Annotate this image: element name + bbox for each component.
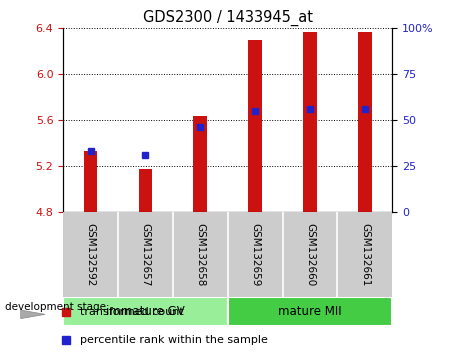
Bar — [303, 32, 317, 212]
Bar — [358, 32, 372, 212]
Text: immature GV: immature GV — [106, 305, 185, 318]
Text: transformed count: transformed count — [80, 307, 184, 316]
Text: GSM132661: GSM132661 — [360, 223, 370, 287]
Polygon shape — [21, 310, 45, 319]
Bar — [228, 297, 392, 326]
Bar — [63, 297, 228, 326]
Text: GSM132660: GSM132660 — [305, 223, 315, 286]
Text: GSM132592: GSM132592 — [86, 223, 96, 287]
Bar — [249, 40, 262, 212]
Bar — [193, 116, 207, 212]
Text: GSM132659: GSM132659 — [250, 223, 260, 287]
Bar — [138, 169, 152, 212]
Bar — [84, 152, 97, 212]
Text: percentile rank within the sample: percentile rank within the sample — [80, 335, 267, 345]
Title: GDS2300 / 1433945_at: GDS2300 / 1433945_at — [143, 9, 313, 25]
Text: GSM132657: GSM132657 — [140, 223, 151, 287]
Text: development stage: development stage — [5, 302, 106, 312]
Text: mature MII: mature MII — [278, 305, 342, 318]
Text: GSM132658: GSM132658 — [195, 223, 205, 287]
